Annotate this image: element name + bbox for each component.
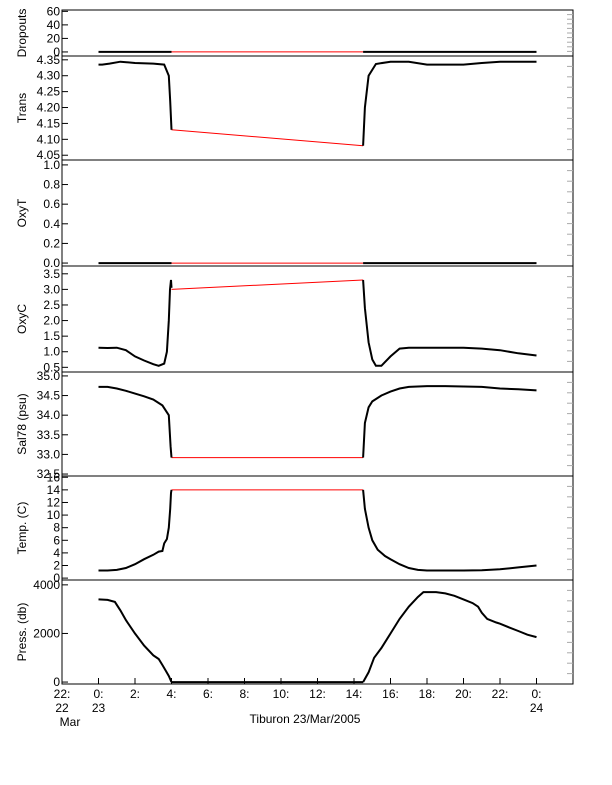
x-tick-label: 18: xyxy=(419,687,436,701)
x-tick-label: 2: xyxy=(130,687,140,701)
series-line xyxy=(98,385,173,458)
y-tick-label: 0.8 xyxy=(43,178,60,192)
y-tick-label: 10 xyxy=(47,508,61,522)
x-tick-label: 12: xyxy=(309,687,326,701)
y-tick-label: 0 xyxy=(53,45,60,59)
series-line xyxy=(98,60,173,130)
y-tick-label: 1.0 xyxy=(43,345,60,359)
y-tick-label: 0.5 xyxy=(43,360,60,374)
series-line xyxy=(362,489,537,572)
series-line xyxy=(98,598,173,683)
series-line xyxy=(98,489,173,572)
x-tick-date: 22 xyxy=(55,701,69,715)
panel-frame xyxy=(61,9,574,57)
x-tick-label: 16: xyxy=(382,687,399,701)
y-tick-label: 14 xyxy=(47,483,61,497)
panel-press: 4000 2000 0 Press. (db) xyxy=(15,578,574,689)
series-line xyxy=(362,591,537,683)
y-tick-label: 3.5 xyxy=(43,267,60,281)
y-tick-label: 40 xyxy=(47,18,61,32)
gap-connector-line xyxy=(171,279,364,290)
y-tick-label: 4.25 xyxy=(37,85,61,99)
y-tick-label: 0.2 xyxy=(43,236,60,250)
y-tick-label: 2 xyxy=(53,559,60,573)
y-tick-label: 4.10 xyxy=(37,132,61,146)
y-tick-label: 3.0 xyxy=(43,282,60,296)
x-tick-label: 20: xyxy=(455,687,472,701)
panel-oxyc: 3.53.0 2.5 2.01.5 1.00.5 OxyC xyxy=(15,265,574,374)
y-tick-label: 6 xyxy=(53,533,60,547)
x-tick-label: 0: xyxy=(93,687,103,701)
y-tick-label: 4.15 xyxy=(37,116,61,130)
x-tick-date: 23 xyxy=(92,701,106,715)
x-tick-label: 22: xyxy=(492,687,509,701)
gap-connector-line xyxy=(171,129,364,147)
y-axis-title: Temp. (C) xyxy=(15,502,29,555)
y-tick-label: 4.30 xyxy=(37,69,61,83)
series-line xyxy=(98,279,173,367)
y-tick-label: 4.20 xyxy=(37,101,61,115)
panel-frame xyxy=(61,579,574,685)
series-line xyxy=(362,385,537,458)
x-tick-label: 22: xyxy=(54,687,71,701)
x-tick-date: 24 xyxy=(530,701,544,715)
y-tick-label: 0.4 xyxy=(43,217,60,231)
y-tick-label: 33.0 xyxy=(37,447,61,461)
y-tick-label: 2000 xyxy=(33,626,60,640)
panel-trans: 4.35 4.30 4.25 4.204.15 4.10 4.05 Trans xyxy=(15,53,574,162)
y-axis-title: Dropouts xyxy=(15,9,29,58)
x-tick-label: 0: xyxy=(531,687,541,701)
series-line xyxy=(362,279,537,367)
y-tick-label: 2.0 xyxy=(43,314,60,328)
y-tick-label: 0.6 xyxy=(43,197,60,211)
x-axis-title: Tiburon 23/Mar/2005 xyxy=(250,712,361,726)
y-tick-label: 34.0 xyxy=(37,408,61,422)
panel-oxyt: 1.0 0.8 0.6 0.4 0.2 0.0 OxyT xyxy=(15,158,574,270)
y-tick-label: 4 xyxy=(53,546,60,560)
y-tick-label: 8 xyxy=(53,521,60,535)
y-tick-label: 60 xyxy=(47,4,61,18)
x-tick-label: 10: xyxy=(273,687,290,701)
panel-sal: 35.0 34.5 34.0 33.5 33.0 32.5 Sal78 (psu) xyxy=(15,369,574,481)
y-tick-label: 33.5 xyxy=(37,428,61,442)
y-tick-label: 4.35 xyxy=(37,53,61,67)
y-tick-label: 0 xyxy=(53,675,60,689)
series-line xyxy=(362,60,537,146)
y-axis-title: Trans xyxy=(15,93,29,123)
x-tick-label: 14: xyxy=(346,687,363,701)
y-axis-title: OxyC xyxy=(15,304,29,334)
y-tick-label: 1.0 xyxy=(43,158,60,172)
y-tick-label: 0.0 xyxy=(43,256,60,270)
y-tick-label: 0 xyxy=(53,571,60,585)
y-axis-title: OxyT xyxy=(15,198,29,227)
y-tick-label: 32.5 xyxy=(37,467,61,481)
y-tick-label: 4000 xyxy=(33,578,60,592)
y-tick-label: 4.05 xyxy=(37,148,61,162)
x-tick-label: 8: xyxy=(239,687,249,701)
y-tick-label: 2.5 xyxy=(43,298,60,312)
panels-layer: 6040200Dropouts4.354.304.254.204.154.104… xyxy=(15,4,574,689)
y-axis-title: Press. (db) xyxy=(15,603,29,662)
x-tick-label: 4: xyxy=(166,687,176,701)
y-tick-label: 34.5 xyxy=(37,389,61,403)
y-tick-label: 16 xyxy=(47,470,61,484)
panel-frame xyxy=(61,159,574,267)
y-tick-label: 12 xyxy=(47,495,61,509)
panel-frame xyxy=(61,55,574,161)
y-tick-label: 1.5 xyxy=(43,329,60,343)
x-tick-label: 6: xyxy=(203,687,213,701)
x-tick-month: Mar xyxy=(60,715,81,729)
panel-frame xyxy=(61,475,574,581)
y-tick-label: 35.0 xyxy=(37,369,61,383)
y-tick-label: 20 xyxy=(47,31,61,45)
y-axis-title: Sal78 (psu) xyxy=(15,393,29,454)
